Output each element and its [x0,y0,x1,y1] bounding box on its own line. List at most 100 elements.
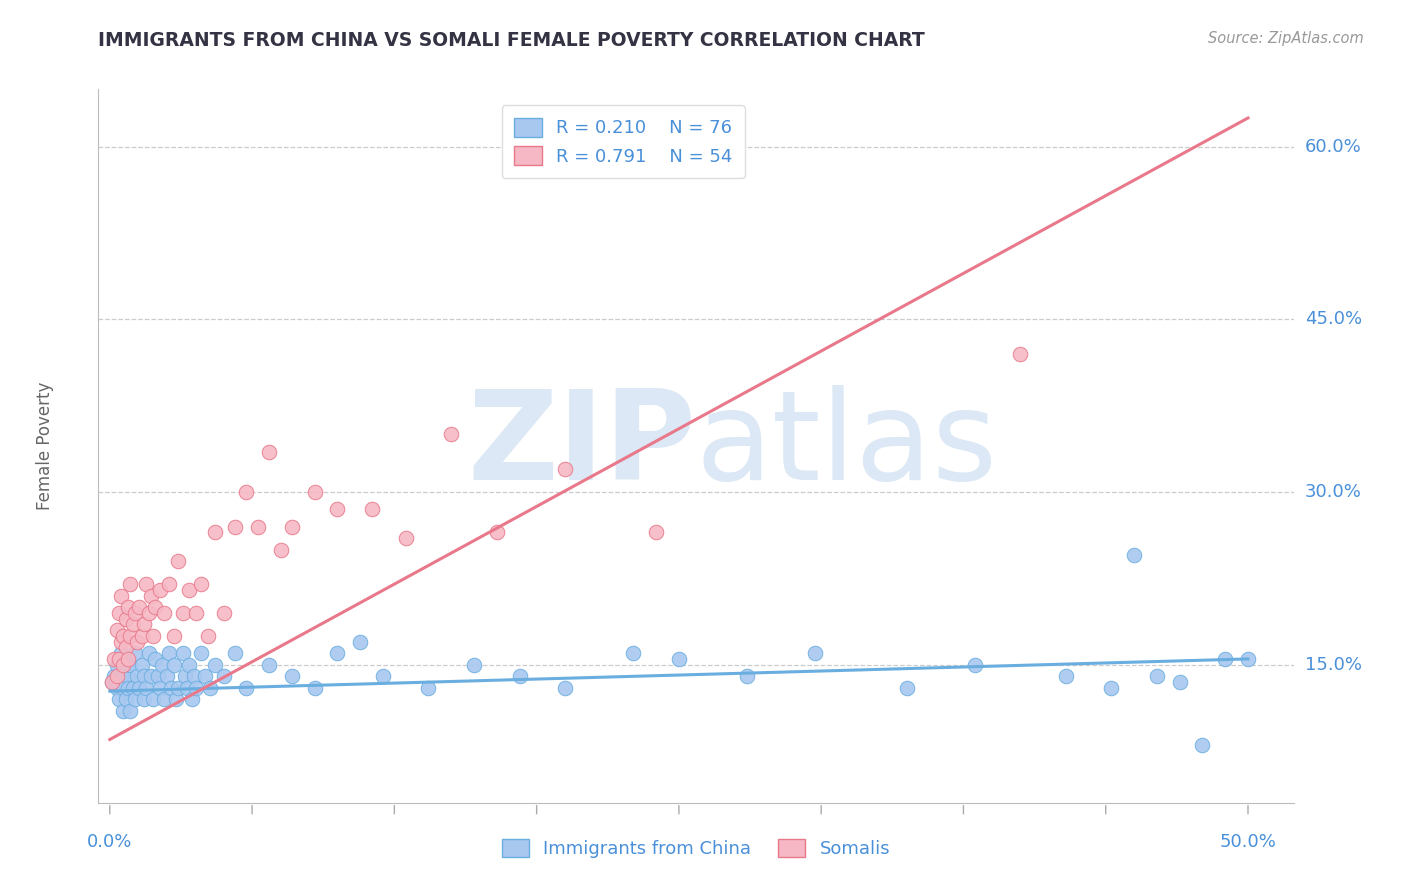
Legend: Immigrants from China, Somalis: Immigrants from China, Somalis [495,831,897,865]
Point [127,669,149,683]
Point [142,629,165,643]
Point [121,681,143,695]
Point [281,519,304,533]
Point [485,525,508,540]
Point [143,652,166,666]
Point [197,629,219,643]
Point [463,657,485,672]
Point [138,606,160,620]
Text: ZIP: ZIP [467,385,696,507]
Point [103,669,125,683]
Point [1010,347,1032,361]
Point [120,629,142,643]
Point [160,681,183,695]
Point [156,669,179,683]
Point [108,692,131,706]
Point [132,617,155,632]
Point [1168,675,1191,690]
Point [235,485,257,500]
Point [124,692,146,706]
Point [117,652,139,666]
Point [117,669,139,683]
Point [108,652,131,666]
Point [326,646,349,660]
Point [131,657,153,672]
Point [110,646,132,660]
Point [554,681,576,695]
Point [645,525,668,540]
Point [326,502,349,516]
Point [120,657,142,672]
Point [204,657,226,672]
Point [153,606,176,620]
Point [110,669,132,683]
Point [101,675,124,690]
Point [1099,681,1122,695]
Point [146,669,169,683]
Point [1146,669,1168,683]
Point [132,669,155,683]
Point [621,646,644,660]
Point [183,669,205,683]
Point [174,669,197,683]
Point [121,617,143,632]
Point [157,646,180,660]
Point [153,692,176,706]
Text: Female Poverty: Female Poverty [35,382,53,510]
Point [132,692,155,706]
Point [157,577,180,591]
Point [554,462,576,476]
Point [395,531,418,545]
Point [105,669,128,683]
Point [224,646,246,660]
Point [149,582,172,597]
Point [165,692,187,706]
Point [105,657,128,672]
Point [176,681,198,695]
Point [735,669,758,683]
Point [112,681,135,695]
Text: 45.0%: 45.0% [1305,310,1362,328]
Point [235,681,257,695]
Point [194,669,217,683]
Point [138,646,160,660]
Point [186,606,208,620]
Point [142,692,165,706]
Point [1123,549,1146,563]
Point [117,600,139,615]
Point [114,612,136,626]
Point [124,646,146,660]
Point [162,657,184,672]
Point [212,606,235,620]
Text: Source: ZipAtlas.com: Source: ZipAtlas.com [1208,31,1364,46]
Point [112,704,135,718]
Point [371,669,394,683]
Point [120,704,142,718]
Point [668,652,690,666]
Point [418,681,440,695]
Point [180,692,202,706]
Point [114,640,136,655]
Text: 15.0%: 15.0% [1305,656,1361,673]
Point [179,582,201,597]
Point [120,577,142,591]
Point [440,427,463,442]
Point [257,444,280,458]
Point [162,629,184,643]
Text: IMMIGRANTS FROM CHINA VS SOMALI FEMALE POVERTY CORRELATION CHART: IMMIGRANTS FROM CHINA VS SOMALI FEMALE P… [98,31,925,50]
Point [1237,652,1260,666]
Point [112,657,135,672]
Text: 60.0%: 60.0% [1305,137,1361,156]
Point [117,681,139,695]
Point [304,485,326,500]
Text: atlas: atlas [696,385,998,507]
Point [179,657,201,672]
Point [281,669,304,683]
Point [224,519,246,533]
Point [204,525,226,540]
Point [105,681,128,695]
Point [270,542,292,557]
Point [103,652,125,666]
Point [114,692,136,706]
Point [198,681,221,695]
